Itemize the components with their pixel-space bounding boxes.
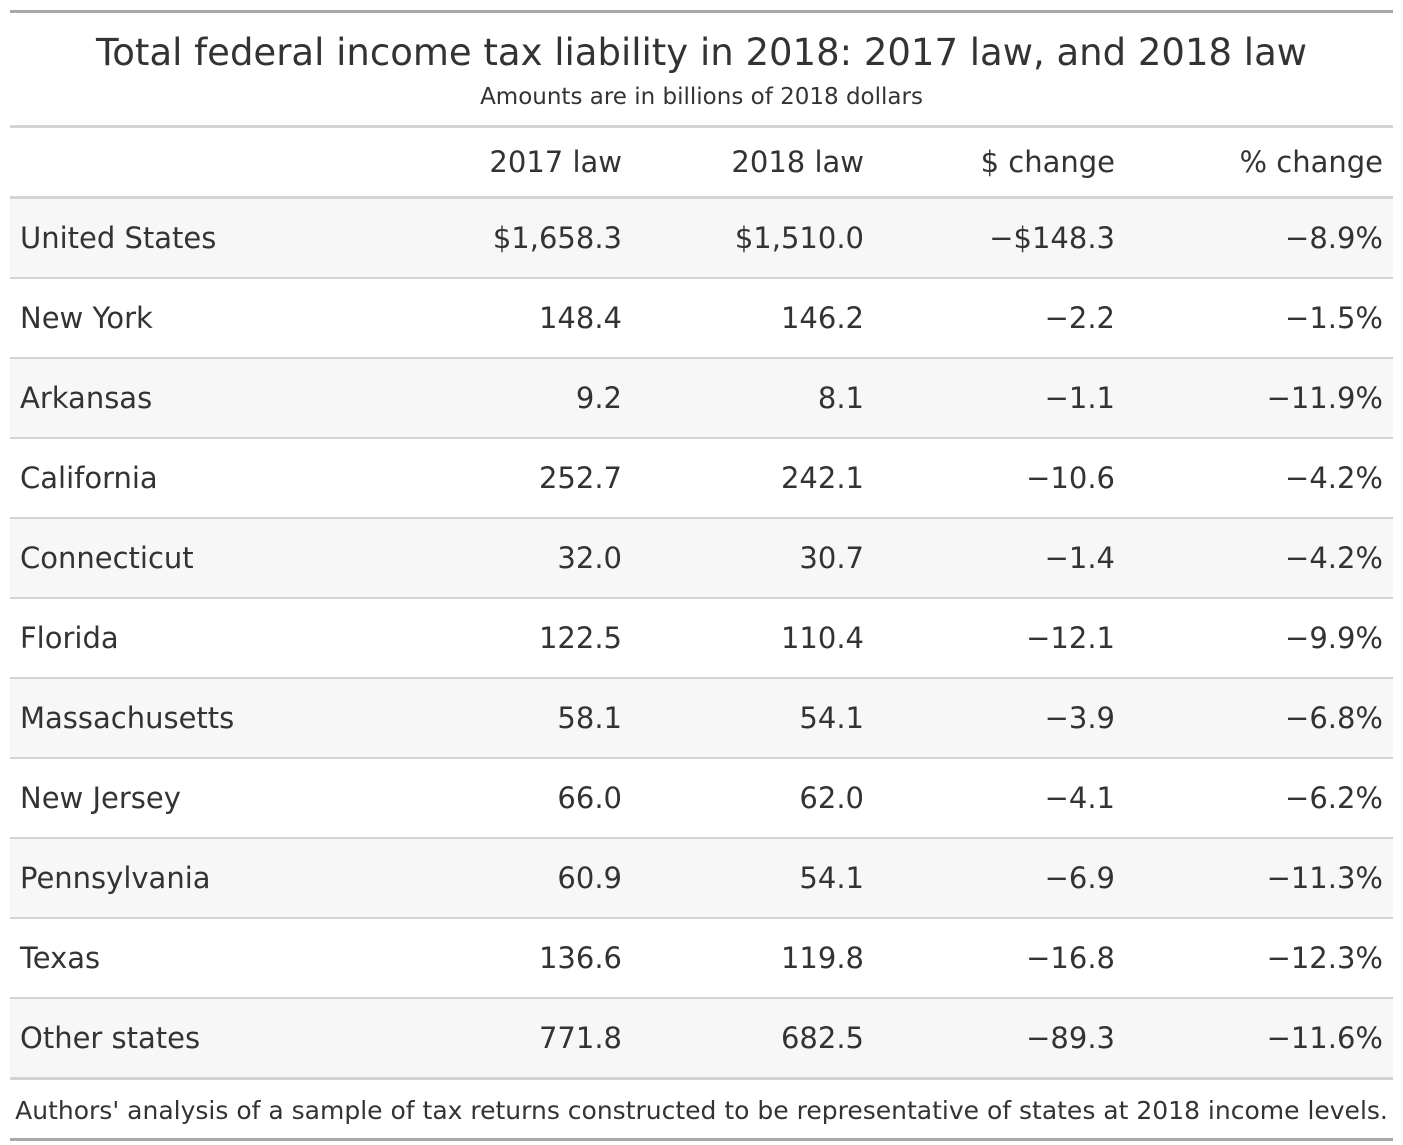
cell-2018-law: 110.4 — [632, 598, 874, 679]
cell-percent-change: −8.9% — [1125, 197, 1393, 279]
cell-state: California — [10, 438, 390, 519]
cell-2018-law: 54.1 — [632, 838, 874, 919]
cell-2017-law: 66.0 — [390, 758, 632, 839]
cell-percent-change: −6.8% — [1125, 678, 1393, 759]
cell-2018-law: $1,510.0 — [632, 197, 874, 279]
column-header-2017-law: 2017 law — [390, 128, 632, 199]
source-note: Authors' analysis of a sample of tax ret… — [15, 1096, 1388, 1125]
cell-2017-law: 32.0 — [390, 518, 632, 599]
cell-percent-change: −12.3% — [1125, 918, 1393, 999]
cell-dollar-change: −1.4 — [874, 518, 1125, 599]
cell-dollar-change: −16.8 — [874, 918, 1125, 999]
cell-percent-change: −11.9% — [1125, 358, 1393, 439]
cell-state: Connecticut — [10, 518, 390, 599]
cell-dollar-change: −89.3 — [874, 998, 1125, 1080]
table-row: Pennsylvania 60.9 54.1 −6.9 −11.3% — [10, 838, 1393, 919]
bottom-rule — [10, 1138, 1393, 1141]
cell-dollar-change: −6.9 — [874, 838, 1125, 919]
table-row: New Jersey 66.0 62.0 −4.1 −6.2% — [10, 758, 1393, 839]
cell-dollar-change: −4.1 — [874, 758, 1125, 839]
table-row: Other states 771.8 682.5 −89.3 −11.6% — [10, 998, 1393, 1080]
cell-state: Massachusetts — [10, 678, 390, 759]
table-row: United States $1,658.3 $1,510.0 −$148.3 −8.9… — [10, 197, 1393, 279]
cell-state: Arkansas — [10, 358, 390, 439]
cell-percent-change: −11.6% — [1125, 998, 1393, 1080]
cell-2017-law: 771.8 — [390, 998, 632, 1080]
cell-dollar-change: −12.1 — [874, 598, 1125, 679]
cell-percent-change: −9.9% — [1125, 598, 1393, 679]
table-container: Total federal income tax liability in 20… — [10, 10, 1393, 1141]
cell-state: Other states — [10, 998, 390, 1080]
table-row: Florida 122.5 110.4 −12.1 −9.9% — [10, 598, 1393, 679]
column-header-state — [10, 128, 390, 199]
column-header-dollar-change: $ change — [874, 128, 1125, 199]
cell-2018-law: 119.8 — [632, 918, 874, 999]
column-header-percent-change: % change — [1125, 128, 1393, 199]
cell-2017-law: 252.7 — [390, 438, 632, 519]
cell-2018-law: 242.1 — [632, 438, 874, 519]
cell-2018-law: 62.0 — [632, 758, 874, 839]
cell-2017-law: 148.4 — [390, 278, 632, 359]
cell-2017-law: 122.5 — [390, 598, 632, 679]
cell-percent-change: −1.5% — [1125, 278, 1393, 359]
cell-state: Florida — [10, 598, 390, 679]
cell-state: New Jersey — [10, 758, 390, 839]
column-header-2018-law: 2018 law — [632, 128, 874, 199]
cell-state: Texas — [10, 918, 390, 999]
cell-2017-law: 58.1 — [390, 678, 632, 759]
table-body: United States $1,658.3 $1,510.0 −$148.3 −8.9… — [10, 197, 1393, 1080]
table-row: Texas 136.6 119.8 −16.8 −12.3% — [10, 918, 1393, 999]
table-row: California 252.7 242.1 −10.6 −4.2% — [10, 438, 1393, 519]
cell-dollar-change: −3.9 — [874, 678, 1125, 759]
cell-percent-change: −11.3% — [1125, 838, 1393, 919]
column-header-row: 2017 law 2018 law $ change % change — [10, 128, 1393, 199]
cell-2017-law: $1,658.3 — [390, 197, 632, 279]
cell-state: United States — [10, 197, 390, 279]
cell-state: New York — [10, 278, 390, 359]
cell-dollar-change: −10.6 — [874, 438, 1125, 519]
cell-2018-law: 146.2 — [632, 278, 874, 359]
cell-2017-law: 136.6 — [390, 918, 632, 999]
table-subtitle: Amounts are in billions of 2018 dollars — [480, 84, 923, 110]
cell-state: Pennsylvania — [10, 838, 390, 919]
cell-2018-law: 8.1 — [632, 358, 874, 439]
header-rule — [10, 125, 1393, 128]
cell-2018-law: 30.7 — [632, 518, 874, 599]
cell-dollar-change: −1.1 — [874, 358, 1125, 439]
table-row: Arkansas 9.2 8.1 −1.1 −11.9% — [10, 358, 1393, 439]
cell-2018-law: 682.5 — [632, 998, 874, 1080]
cell-2018-law: 54.1 — [632, 678, 874, 759]
cell-dollar-change: −$148.3 — [874, 197, 1125, 279]
top-rule — [10, 10, 1393, 13]
cell-2017-law: 60.9 — [390, 838, 632, 919]
cell-2017-law: 9.2 — [390, 358, 632, 439]
table-row: New York 148.4 146.2 −2.2 −1.5% — [10, 278, 1393, 359]
table-row: Connecticut 32.0 30.7 −1.4 −4.2% — [10, 518, 1393, 599]
cell-dollar-change: −2.2 — [874, 278, 1125, 359]
table-title: Total federal income tax liability in 20… — [95, 31, 1308, 74]
cell-percent-change: −6.2% — [1125, 758, 1393, 839]
cell-percent-change: −4.2% — [1125, 518, 1393, 599]
tax-liability-table: 2017 law 2018 law $ change % change Unit… — [10, 128, 1393, 1080]
table-row: Massachusetts 58.1 54.1 −3.9 −6.8% — [10, 678, 1393, 759]
cell-percent-change: −4.2% — [1125, 438, 1393, 519]
